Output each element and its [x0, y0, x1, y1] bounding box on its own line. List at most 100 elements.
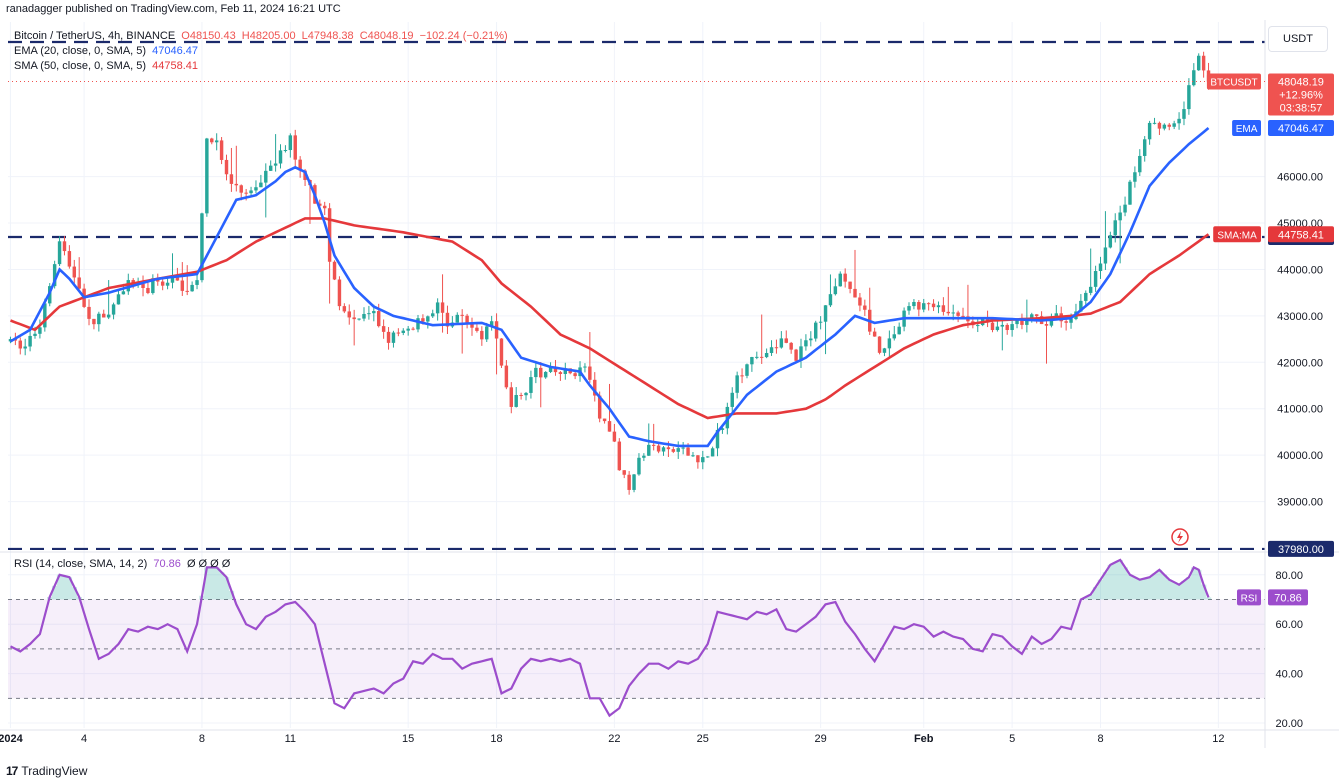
series-tag — [1213, 226, 1261, 243]
level-badge — [1268, 540, 1334, 557]
candle-body — [922, 303, 926, 310]
candle-body — [676, 448, 680, 452]
candle-body — [489, 321, 494, 327]
candle-body — [887, 338, 892, 349]
candle-body — [180, 280, 185, 291]
x-tick-label: 18 — [490, 733, 502, 745]
candle-body — [18, 340, 22, 349]
rsi-y-tick-label: 20.00 — [1275, 718, 1303, 730]
candle-body — [337, 279, 342, 307]
ema-legend[interactable]: EMA (20, close, 0, SMA, 5) 47046.47 — [14, 45, 201, 57]
ohlc-change: −102.24 (−0.21%) — [419, 30, 508, 42]
candle-body — [779, 338, 784, 348]
x-tick-label: 25 — [697, 733, 709, 745]
sma-legend-label: SMA (50, close, 0, SMA, 5) — [14, 60, 147, 72]
candle-body — [1103, 247, 1108, 264]
candle-body — [318, 203, 322, 206]
candle-body — [1005, 324, 1009, 331]
candle-body — [342, 306, 347, 312]
rsi-legend-value: 70.86 — [153, 558, 181, 570]
candle-body — [818, 321, 823, 323]
candle-body — [229, 174, 234, 184]
candle-body — [617, 441, 622, 471]
candle-body — [656, 445, 661, 452]
candle-body — [214, 140, 219, 143]
candle-body — [303, 170, 307, 180]
candle-body — [77, 277, 81, 289]
candle-body — [146, 287, 150, 294]
candle-body — [539, 367, 543, 378]
candle-body — [534, 367, 538, 378]
candle-body — [1044, 324, 1049, 326]
candle-body — [435, 302, 440, 314]
candle-body — [951, 312, 955, 314]
candle-body — [273, 163, 278, 166]
x-tick-label: 2024 — [0, 733, 24, 745]
candle-body — [593, 379, 597, 396]
candle-body — [681, 447, 685, 449]
candle-body — [499, 338, 504, 366]
candle-body — [553, 366, 558, 373]
candle-body — [440, 302, 445, 313]
candle-body — [1093, 271, 1098, 287]
brand-text: TradingView — [21, 764, 88, 778]
candle-body — [210, 138, 214, 143]
candle-body — [72, 266, 77, 278]
candle-body — [519, 395, 523, 397]
candle-body — [151, 278, 155, 294]
candle-body — [141, 283, 145, 288]
candle-body — [1020, 320, 1024, 325]
axes: 2024 4 8 11 15 18 22 25 29 Feb 5 8 12 39000.00 40000.0… — [0, 20, 1339, 748]
candle-body — [426, 316, 430, 322]
candle-body — [485, 326, 489, 340]
symbol-legend[interactable]: Bitcoin / TetherUS, 4h, BINANCE O48150.4… — [14, 30, 511, 42]
rsi-tag — [1237, 589, 1261, 606]
series-tag — [1206, 73, 1261, 90]
candle-body — [175, 275, 180, 281]
candle-body — [372, 311, 376, 314]
candle-body — [671, 449, 676, 452]
series-tag-label: BTCUSDT — [1210, 78, 1257, 89]
candle-body — [543, 371, 548, 378]
candle-body — [1147, 122, 1152, 140]
ema-line — [9, 127, 1210, 448]
candle-body — [411, 328, 415, 330]
candle-body — [926, 303, 931, 305]
candle-body — [293, 135, 297, 160]
candle-body — [62, 241, 67, 252]
candle-body — [651, 444, 656, 446]
currency-button[interactable]: USDT — [1268, 26, 1328, 52]
candle-body — [1108, 235, 1113, 248]
rsi-legend[interactable]: RSI (14, close, SMA, 14, 2) 70.86 Ø Ø Ø … — [14, 558, 233, 570]
candle-body — [322, 205, 327, 209]
candle-body — [661, 447, 666, 452]
y-tick-label: 40000.00 — [1277, 450, 1323, 462]
rsi-legend-label: RSI (14, close, SMA, 14, 2) — [14, 558, 148, 570]
symbol-title: Bitcoin / TetherUS, 4h, BINANCE — [14, 30, 176, 42]
candle-body — [858, 297, 862, 306]
lightning-icon[interactable] — [1171, 528, 1189, 546]
candle-body — [1152, 122, 1157, 124]
rsi-line — [10, 558, 1210, 718]
candle-body — [897, 326, 901, 335]
candle-body — [755, 356, 759, 358]
candle-body — [416, 318, 420, 330]
candle-body — [799, 346, 803, 361]
x-tick-label: 5 — [1009, 733, 1015, 745]
candle-body — [391, 332, 396, 343]
candle-body — [470, 323, 474, 328]
candle-body — [254, 187, 258, 191]
candle-body — [637, 457, 641, 475]
sma-legend[interactable]: SMA (50, close, 0, SMA, 5) 44758.41 — [14, 60, 201, 72]
candle-body — [794, 349, 798, 361]
x-tick-label: 11 — [285, 733, 296, 745]
series-price-label: 44758.41 — [1278, 229, 1324, 241]
candle-body — [514, 395, 518, 407]
candle-body — [509, 387, 514, 407]
candle-body — [882, 348, 887, 353]
published-line: ranadagger published on TradingView.com,… — [6, 3, 341, 15]
ema-legend-label: EMA (20, close, 0, SMA, 5) — [14, 45, 147, 57]
candle-body — [647, 444, 651, 456]
candle-body — [735, 375, 739, 393]
